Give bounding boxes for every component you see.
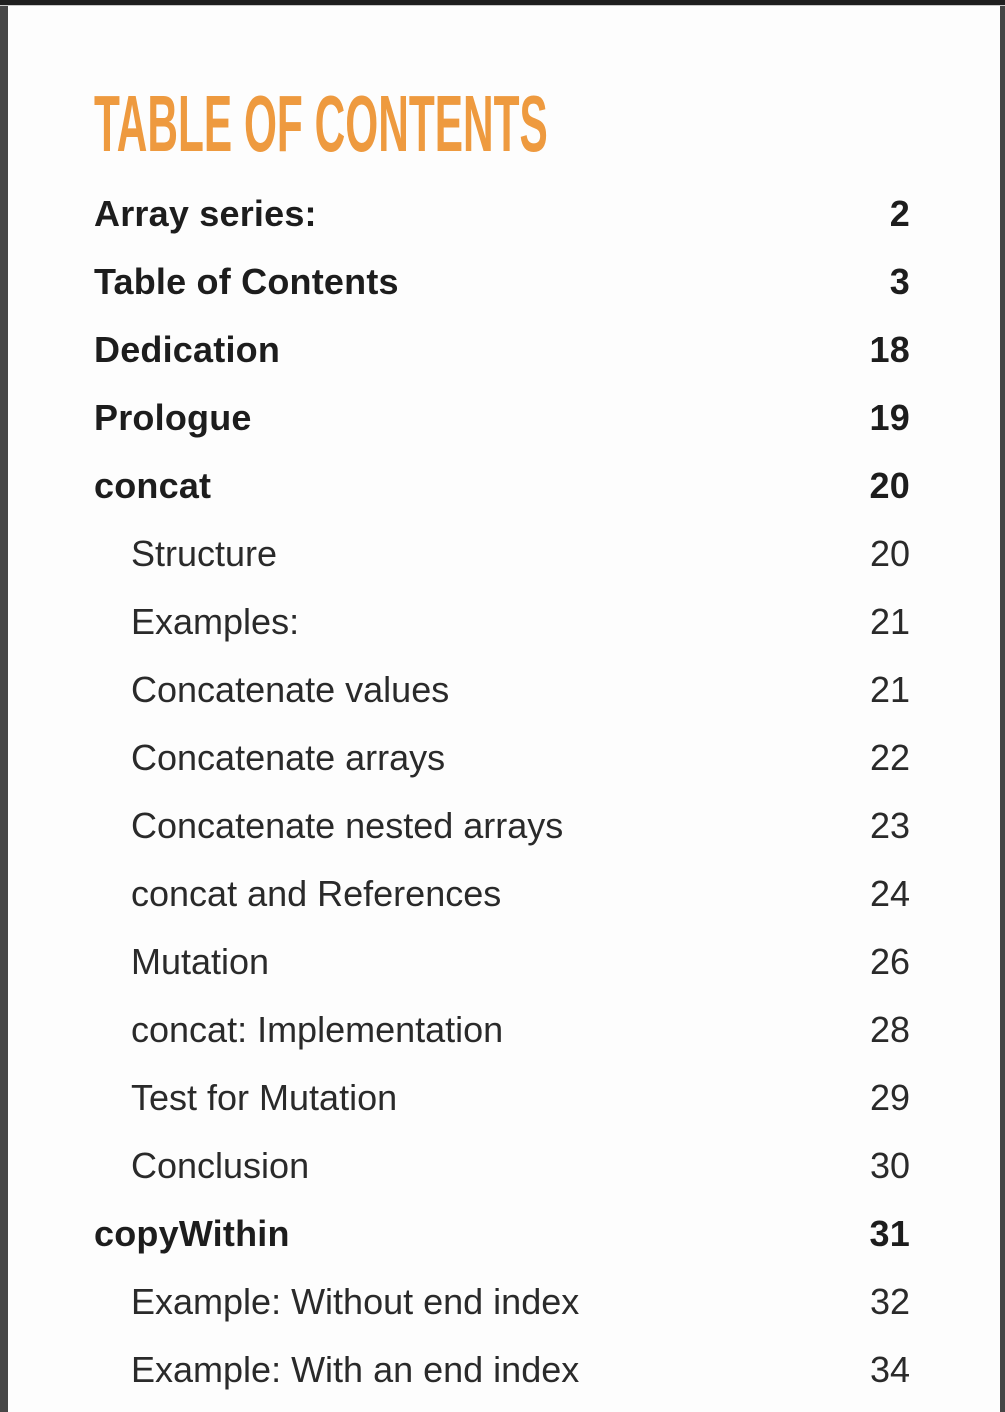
toc-entry-page: 20 <box>869 533 910 574</box>
toc-entry-page: 18 <box>869 329 910 370</box>
toc-entry[interactable]: concat: Implementation 28 <box>94 1010 910 1050</box>
toc-entry-page: 22 <box>869 737 910 778</box>
toc-entry-label: Table of Contents <box>94 261 399 302</box>
toc-entry[interactable]: Table of Contents 3 <box>94 262 910 302</box>
toc-entry-label: Examples: <box>131 601 300 642</box>
toc-entry[interactable]: Test for Mutation 29 <box>94 1078 910 1118</box>
toc-entry-page: 34 <box>869 1349 910 1390</box>
toc-entry-label: concat: Implementation <box>131 1009 504 1050</box>
toc-entry-label: Array series: <box>94 193 317 234</box>
toc-entry[interactable]: Mutation 26 <box>94 942 910 982</box>
toc-entry-page: 3 <box>889 261 910 302</box>
page-title: TABLE OF CONTENTS <box>94 79 548 168</box>
toc-entry-page: 26 <box>869 941 910 982</box>
toc-entry[interactable]: Example: With an end index 34 <box>94 1350 910 1390</box>
toc-entry-page: 21 <box>869 601 910 642</box>
toc-entry-page: 28 <box>869 1009 910 1050</box>
toc-entry-label: Concatenate arrays <box>131 737 446 778</box>
toc-entry-label: Structure <box>131 533 278 574</box>
toc-entry-label: Conclusion <box>131 1145 310 1186</box>
toc-entry[interactable]: Examples: 21 <box>94 602 910 642</box>
toc-entry[interactable]: Example: Without end index 32 <box>94 1282 910 1322</box>
toc-entry-label: concat <box>94 465 212 506</box>
toc-entry-label: Dedication <box>94 329 281 370</box>
toc-entry-page: 23 <box>869 805 910 846</box>
page-right-edge <box>1000 5 1005 1412</box>
toc-entry[interactable]: Concatenate nested arrays 23 <box>94 806 910 846</box>
toc-entry-label: Test for Mutation <box>131 1077 398 1118</box>
toc-entry-page: 24 <box>869 873 910 914</box>
toc-entry-label: copyWithin <box>94 1213 290 1254</box>
toc-entry[interactable]: Prologue 19 <box>94 398 910 438</box>
toc-entry-page: 29 <box>869 1077 910 1118</box>
toc-entry-page: 32 <box>869 1281 910 1322</box>
toc-entry[interactable]: Structure 20 <box>94 534 910 574</box>
toc-entry[interactable]: Dedication 18 <box>94 330 910 370</box>
toc-entry-page: 21 <box>869 669 910 710</box>
toc-entry[interactable]: Conclusion 30 <box>94 1146 910 1186</box>
page-left-edge <box>0 5 8 1412</box>
toc-entry-label: Example: Without end index <box>131 1281 580 1322</box>
toc-entry-label: Example: With an end index <box>131 1349 580 1390</box>
toc-entry-page: 30 <box>869 1145 910 1186</box>
toc-list: Array series: 2 Table of Contents 3 Dedi… <box>94 194 910 1390</box>
toc-entry-page: 31 <box>869 1213 910 1254</box>
toc-entry[interactable]: Concatenate values 21 <box>94 670 910 710</box>
toc-entry-label: Concatenate nested arrays <box>131 805 564 846</box>
toc-entry[interactable]: Concatenate arrays 22 <box>94 738 910 778</box>
toc-entry-label: concat and References <box>131 873 502 914</box>
toc-entry[interactable]: concat and References 24 <box>94 874 910 914</box>
toc-entry-page: 19 <box>869 397 910 438</box>
toc-entry-label: Concatenate values <box>131 669 450 710</box>
toc-content: TABLE OF CONTENTS Array series: 2 Table … <box>8 6 1000 1412</box>
toc-entry-label: Mutation <box>131 941 270 982</box>
toc-entry-page: 2 <box>889 193 910 234</box>
page-top-edge <box>0 0 1005 6</box>
toc-entry[interactable]: concat 20 <box>94 466 910 506</box>
toc-entry[interactable]: Array series: 2 <box>94 194 910 234</box>
toc-entry-label: Prologue <box>94 397 252 438</box>
toc-entry[interactable]: copyWithin 31 <box>94 1214 910 1254</box>
toc-entry-page: 20 <box>869 465 910 506</box>
